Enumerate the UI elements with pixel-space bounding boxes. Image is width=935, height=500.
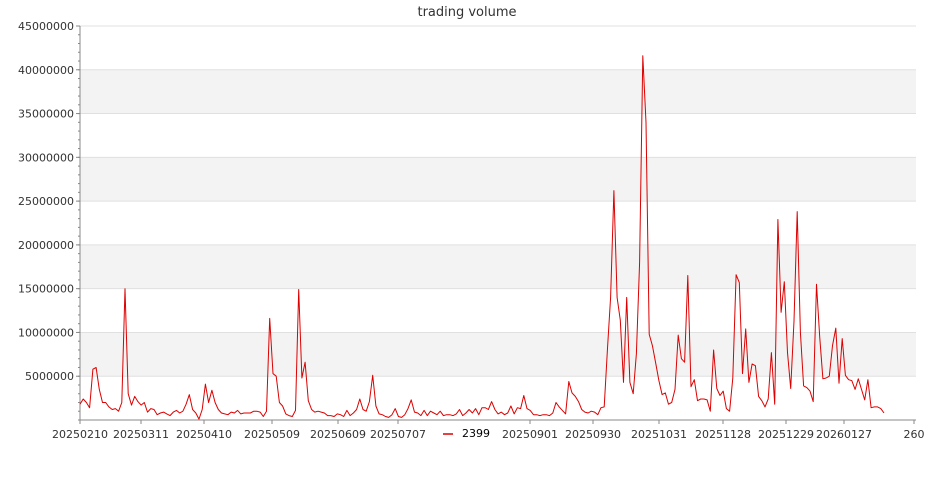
x-tick-label: 20250609 [310, 428, 366, 441]
x-tick-label: 20250930 [565, 428, 621, 441]
x-tick-label: 20251229 [758, 428, 814, 441]
gridlines [80, 25, 916, 377]
x-axis: 20250210 20250311 20250410 20250509 20250609… [52, 419, 925, 441]
x-tick-label: 20250509 [244, 428, 300, 441]
y-tick-label: 15000000 [18, 283, 74, 296]
grid-band [80, 69, 916, 114]
series-layer [79, 55, 885, 420]
grid-band [80, 332, 916, 377]
y-tick-label: 30000000 [18, 151, 74, 164]
x-tick-label: 20250410 [176, 428, 232, 441]
x-tick-label: 20251031 [631, 428, 687, 441]
legend: 2399 [443, 427, 490, 440]
x-tick-label: 20251128 [695, 428, 751, 441]
x-tick-label: 20250707 [370, 428, 426, 441]
legend-label: 2399 [462, 427, 490, 440]
x-tick-label: 20250311 [113, 428, 169, 441]
x-tick-label: 20250901 [502, 428, 558, 441]
x-tick-label: 20260127 [816, 428, 872, 441]
y-tick-label: 35000000 [18, 108, 74, 121]
grid-bands [80, 69, 916, 377]
y-tick-label: 20000000 [18, 239, 74, 252]
y-tick-label: 45000000 [18, 20, 74, 33]
series-line-2399 [79, 55, 885, 420]
chart-title: trading volume [417, 5, 516, 20]
y-tick-label: 5000000 [25, 370, 74, 383]
grid-band [80, 157, 916, 202]
y-tick-label: 40000000 [18, 64, 74, 77]
x-tick-label: 260 [904, 428, 925, 441]
y-tick-label: 25000000 [18, 195, 74, 208]
y-tick-label: 10000000 [18, 326, 74, 339]
x-tick-label: 20250210 [52, 428, 108, 441]
y-axis: 5000000 10000000 15000000 20000000 25000000 3… [18, 20, 81, 421]
grid-band [80, 244, 916, 289]
